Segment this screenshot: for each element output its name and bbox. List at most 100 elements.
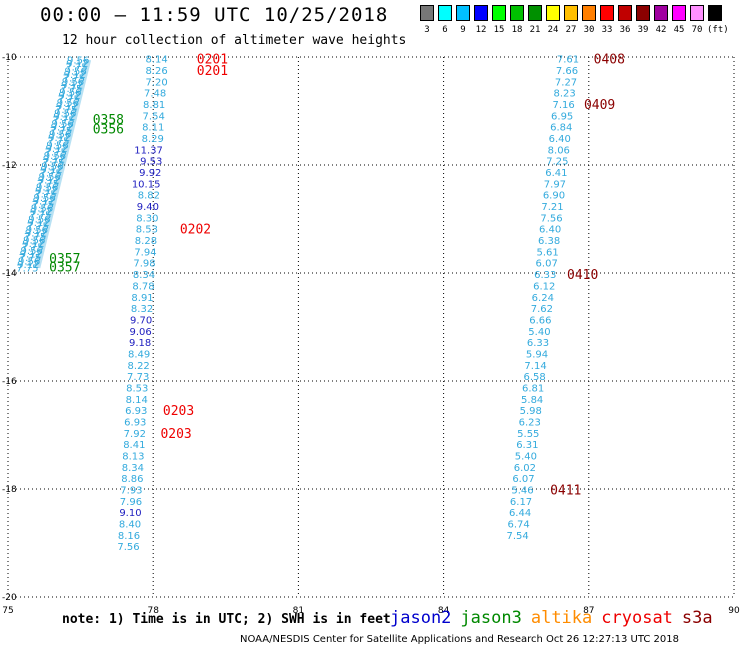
x-tick-label: 75: [2, 606, 13, 616]
swh-value: 6.93: [124, 418, 146, 429]
time-label: 0201: [197, 53, 228, 68]
swh-value: 5.84: [521, 395, 543, 406]
swh-value: 9.10: [119, 508, 141, 519]
swh-value: 8.13: [122, 452, 144, 463]
x-tick-label: 87: [583, 606, 594, 616]
swh-value: 8.34: [122, 463, 144, 474]
legend-entry: cryosat: [601, 608, 673, 628]
swh-value: 7.54: [507, 531, 529, 542]
swh-value: 6.33: [534, 270, 556, 281]
scale-swatch: [528, 5, 542, 21]
dense-track-mark: 9.12: [58, 91, 80, 102]
swh-value: 7.97: [544, 179, 566, 190]
swh-value: 6.90: [543, 191, 565, 202]
dense-track-mark: 9.12: [25, 228, 47, 239]
time-label: 0408: [594, 53, 625, 68]
dense-track-mark: 9.56: [52, 119, 74, 130]
legend-entry: jason3: [460, 608, 522, 628]
dense-track-mark: 9.12: [33, 197, 55, 208]
swh-value: 6.23: [519, 418, 541, 429]
swh-value: 9.92: [139, 168, 161, 179]
x-tick-label: 81: [293, 606, 304, 616]
swh-value: 6.74: [507, 520, 529, 531]
satellite-legend: jason2 jason3 altika cryosat s3a: [390, 608, 722, 628]
swh-value: 8.53: [126, 383, 148, 394]
scale-label: 3: [424, 25, 430, 35]
swh-value: 7.16: [552, 100, 574, 111]
scale-label: 18: [511, 25, 523, 35]
time-label: 0410: [567, 268, 598, 283]
time-label: 0202: [180, 223, 211, 238]
swh-value: 8.26: [145, 66, 167, 77]
dense-track-mark: 7.75: [50, 126, 72, 137]
scale-label: 30: [583, 25, 595, 35]
dense-track-mark: 7.75: [32, 200, 54, 211]
swh-value: 8.53: [136, 225, 158, 236]
swh-value: 6.07: [512, 474, 534, 485]
dense-track-mark: 7.75: [24, 232, 46, 243]
dense-track-mark: 9.12: [61, 80, 83, 91]
swh-value: 10.15: [132, 179, 161, 190]
dense-track-mark: 9.12: [20, 250, 42, 261]
dense-track-mark: 9.12: [51, 123, 73, 134]
scale-swatch: [456, 5, 470, 21]
x-tick-label: 84: [438, 606, 450, 616]
scale-swatch: [708, 5, 722, 21]
scale-swatch: [420, 5, 434, 21]
swh-value: 9.40: [137, 202, 159, 213]
swh-value: 7.92: [124, 429, 146, 440]
dense-track-mark: 7.75: [52, 116, 74, 127]
dense-track-mark: 7.75: [16, 264, 38, 275]
scale-swatch: [600, 5, 614, 21]
y-tick-label: -10: [2, 53, 17, 63]
swh-value: 6.07: [536, 259, 558, 270]
dense-track-mark: 7.75: [37, 179, 59, 190]
swh-value: 5.61: [537, 247, 559, 258]
dense-track-mark: 9.56: [33, 193, 55, 204]
dense-track-mark: 9.56: [36, 183, 58, 194]
swh-value: 7.61: [557, 55, 579, 66]
time-label: 0356: [93, 122, 124, 137]
dense-track-mark: 7.75: [27, 221, 49, 232]
y-tick-label: -12: [2, 161, 17, 171]
scale-label: 45: [673, 25, 685, 35]
swh-value: 7.94: [134, 247, 156, 258]
swh-value: 8.81: [143, 100, 165, 111]
dense-track-mark: 7.75: [29, 211, 51, 222]
legend-entry: jason2: [390, 608, 452, 628]
swh-value: 6.17: [510, 497, 532, 508]
swh-value: 7.98: [133, 259, 155, 270]
time-label: 0357: [49, 261, 80, 276]
swh-value: 8.06: [548, 145, 570, 156]
swh-value: 8.14: [145, 55, 167, 66]
dense-track-mark: 9.56: [39, 172, 61, 183]
time-label: 0357: [49, 252, 80, 267]
dense-track-mark: 9.12: [48, 133, 70, 144]
dense-track-mark: 7.75: [45, 147, 67, 158]
swh-value: 9.06: [129, 327, 151, 338]
time-label: 0203: [163, 404, 194, 419]
dense-track-mark: 9.12: [56, 102, 78, 113]
swh-value: 5.40: [528, 327, 550, 338]
swh-value: 6.93: [125, 406, 147, 417]
swh-value: 8.11: [142, 123, 164, 134]
dense-track-mark: 7.75: [65, 63, 87, 74]
dense-track-mark: 9.12: [27, 218, 49, 229]
scale-swatch: [672, 5, 686, 21]
dense-track-mark: 9.12: [38, 176, 60, 187]
swh-value: 9.18: [129, 338, 151, 349]
scale-swatch: [546, 5, 560, 21]
swh-value: 8.23: [553, 89, 575, 100]
dense-track-mark: 9.56: [57, 98, 79, 109]
dense-track-mark: 9.12: [43, 154, 65, 165]
swh-value: 7.48: [144, 89, 166, 100]
swh-value: 6.31: [516, 440, 538, 451]
swh-value: 6.02: [514, 463, 536, 474]
swh-value: 7.93: [120, 486, 142, 497]
dense-track-mark: 7.75: [21, 242, 43, 253]
time-label: 0203: [160, 427, 191, 442]
swh-value: 6.84: [550, 123, 572, 134]
swh-value: 6.95: [551, 111, 573, 122]
scale-swatch: [564, 5, 578, 21]
